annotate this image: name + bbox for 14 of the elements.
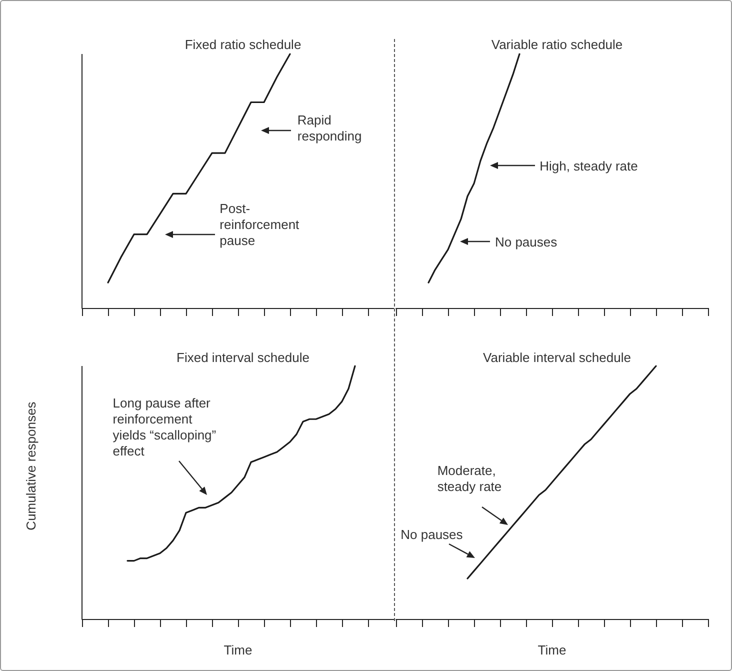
- annotation: No pauses: [494, 234, 558, 250]
- annotation: Post-reinforcement pause: [220, 200, 300, 248]
- y-axis-title: Cumulative responses: [24, 401, 38, 530]
- annotation: High, steady rate: [540, 158, 638, 174]
- annotation: Rapid responding: [297, 112, 362, 144]
- annotation: Moderate, steady rate: [437, 462, 502, 494]
- annotation: No pauses: [400, 526, 464, 542]
- annotation: Long pause after reinforcement yields “scalloping” effect: [112, 396, 216, 459]
- chart-title: Fixed interval schedule: [176, 350, 310, 365]
- x-axis-title: Time: [538, 642, 566, 658]
- chart-title: Variable interval schedule: [483, 350, 631, 365]
- chart-title: Variable ratio schedule: [491, 37, 623, 52]
- x-axis-title: Time: [224, 642, 252, 658]
- chart-title: Fixed ratio schedule: [184, 37, 302, 52]
